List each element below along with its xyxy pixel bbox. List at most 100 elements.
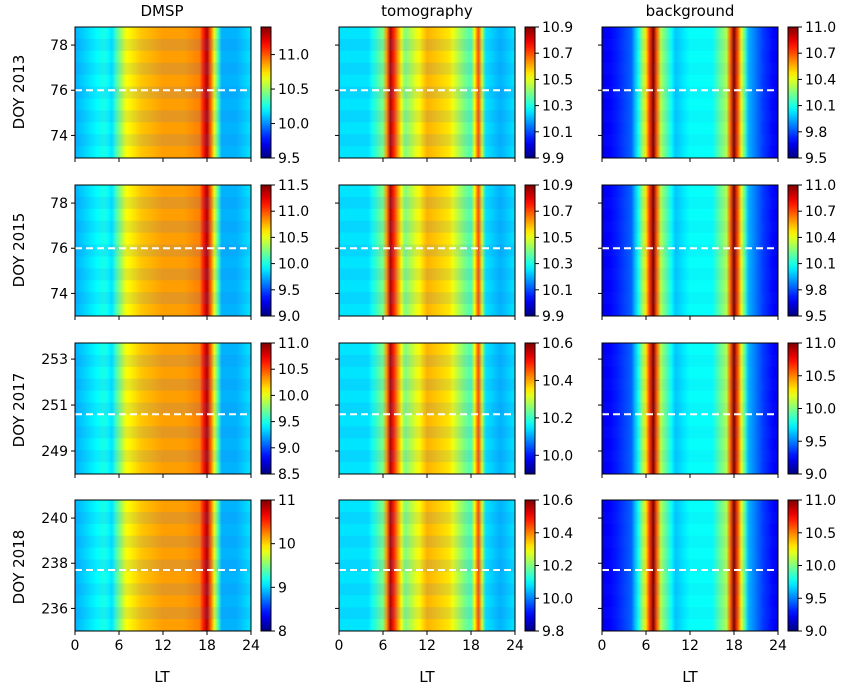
colorbar-tick-label: 10.7: [805, 46, 836, 62]
heatmap-band: [75, 559, 251, 572]
x-tick-label: 0: [71, 638, 80, 654]
heatmap-band: [75, 607, 251, 620]
colorbar-tick-label: 11.0: [805, 20, 836, 36]
y-tick-label: 74: [50, 128, 68, 144]
heatmap-band: [602, 196, 778, 209]
x-tick-label: 24: [242, 638, 260, 654]
colorbar-tick-label: 10.1: [542, 125, 573, 141]
heatmap-band: [75, 378, 251, 391]
heatmap-field: [339, 343, 515, 474]
colorbar: [260, 499, 272, 632]
panel-2-1: 9.5 9.8 10.1 10.4 10.7 11.0: [598, 178, 836, 325]
heatmap-band: [339, 62, 515, 75]
colorbar-tick-label: 10.0: [278, 117, 309, 133]
heatmap-field: [75, 27, 251, 158]
heatmap-band: [75, 511, 251, 524]
colorbar: [524, 184, 536, 317]
y-tick-label: 238: [41, 556, 68, 572]
x-tick-label: 12: [681, 638, 699, 654]
heatmap-band: [339, 354, 515, 367]
colorbar: [787, 184, 799, 317]
colorbar-tick-label: 11.0: [805, 336, 836, 352]
colorbar-tick-label: 9.5: [278, 415, 300, 431]
colorbar-tick-label: 10.4: [542, 526, 573, 542]
heatmap-band: [339, 220, 515, 233]
colorbar-tick-label: 10.0: [805, 559, 836, 575]
colorbar: [524, 342, 536, 475]
heatmap-band: [602, 86, 778, 99]
heatmap-band: [75, 134, 251, 147]
x-tick-label: 18: [462, 638, 480, 654]
colorbar: [260, 342, 272, 475]
heatmap-band: [602, 268, 778, 281]
heatmap-band: [602, 292, 778, 305]
y-tick-label: 78: [50, 196, 68, 212]
colorbar-tick-label: 11.0: [278, 48, 309, 64]
heatmap-band: [75, 86, 251, 99]
heatmap-field: [339, 27, 515, 158]
colorbar-tick-label: 9.5: [805, 591, 827, 607]
colorbar-tick-label: 10.9: [542, 20, 573, 36]
heatmap-band: [602, 38, 778, 51]
colorbar-tick-label: 10.1: [805, 99, 836, 115]
colorbar-tick-label: 10.5: [805, 526, 836, 542]
heatmap-band: [339, 134, 515, 147]
colorbar: [524, 499, 536, 632]
x-tick-label: 24: [506, 638, 524, 654]
colorbar: [787, 499, 799, 632]
labels-layer: DMSP tomography background DOY 2013 DOY …: [10, 2, 734, 686]
heatmap-band: [339, 244, 515, 257]
heatmap-band: [339, 378, 515, 391]
heatmap-band: [75, 354, 251, 367]
heatmap-field: [75, 185, 251, 316]
x-tick-label: 18: [198, 638, 216, 654]
heatmap-band: [602, 559, 778, 572]
colorbar-tick-label: 10.3: [542, 257, 573, 273]
colorbar-tick-label: 10.2: [542, 411, 573, 427]
colorbar-tick-label: 10.7: [542, 204, 573, 220]
heatmap-field: [339, 185, 515, 316]
x-axis-label-tomography: LT: [419, 668, 435, 686]
colorbar: [787, 342, 799, 475]
colorbar-tick-label: 9.5: [805, 434, 827, 450]
colorbar-tick-label: 9.0: [805, 624, 827, 640]
colorbar-tick-label: 9.0: [805, 467, 827, 483]
heatmap-band: [602, 354, 778, 367]
colorbar-tick-label: 9.8: [805, 125, 827, 141]
panel-2-3: 0 6 12 18 24 9.0 9.5 10.0 10.5 11.0: [598, 493, 837, 654]
heatmap-band: [339, 607, 515, 620]
heatmap-band: [339, 86, 515, 99]
colorbar: [524, 26, 536, 159]
heatmap-band: [75, 196, 251, 209]
colorbar-tick-label: 10.5: [805, 369, 836, 385]
colorbar-tick-label: 10.0: [278, 257, 309, 273]
panel-1-1: 9.9 10.1 10.3 10.5 10.7 10.9: [335, 178, 573, 325]
heatmap-field: [75, 343, 251, 474]
colorbar-tick-label: 8: [278, 624, 287, 640]
colorbar: [260, 26, 272, 159]
x-axis-label-dmsp: LT: [154, 668, 170, 686]
row-label-doy2017: DOY 2017: [10, 373, 28, 448]
y-tick-label: 240: [41, 511, 68, 527]
y-tick-label: 76: [50, 83, 68, 99]
x-tick-label: 18: [725, 638, 743, 654]
colorbar-tick-label: 11.0: [278, 336, 309, 352]
colorbar-tick-label: 10.6: [542, 336, 573, 352]
heatmap-field: [602, 500, 778, 631]
x-tick-label: 6: [642, 638, 651, 654]
heatmap-band: [339, 402, 515, 415]
colorbar-tick-label: 10.6: [542, 493, 573, 509]
heatmap-band: [602, 134, 778, 147]
colorbar-tick-label: 10: [278, 537, 296, 553]
heatmap-field: [602, 185, 778, 316]
colorbar-tick-label: 10.9: [542, 178, 573, 194]
colorbar-tick-label: 10.1: [542, 283, 573, 299]
colorbar-tick-label: 10.5: [542, 230, 573, 246]
colorbar-tick-label: 9.5: [278, 283, 300, 299]
panel-0-1: 74 76 78 9.0 9.5 10.0 10.5 11.0 11.5: [50, 178, 309, 325]
panels-layer: 74 76 78 9.5 10.0 10.5 11.0 9.9 10.1 10.3 10.5 10.7…: [41, 20, 836, 654]
heatmap-band: [602, 62, 778, 75]
x-tick-label: 6: [379, 638, 388, 654]
colorbar-tick-label: 11.0: [278, 204, 309, 220]
heatmap-band: [339, 268, 515, 281]
